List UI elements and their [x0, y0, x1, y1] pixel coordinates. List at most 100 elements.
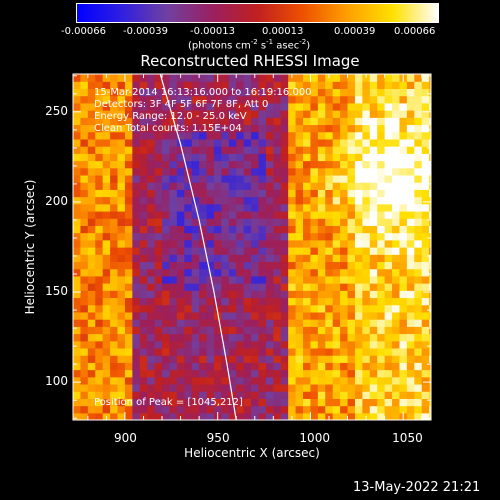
heatmap-cell	[354, 138, 363, 147]
heatmap-cell	[429, 261, 431, 270]
heatmap-cell	[184, 268, 193, 277]
heatmap-cell	[258, 254, 267, 263]
heatmap-cell	[288, 146, 297, 154]
heatmap-cell	[184, 146, 193, 154]
heatmap-cell	[325, 362, 334, 371]
heatmap-cell	[243, 333, 252, 342]
heatmap-cell	[340, 182, 349, 190]
heatmap-cell	[124, 88, 133, 97]
heatmap-cell	[80, 290, 89, 299]
heatmap-cell	[243, 383, 252, 392]
heatmap-cell	[102, 196, 111, 205]
heatmap-cell	[265, 340, 274, 349]
heatmap-cell	[295, 254, 304, 263]
heatmap-cell	[377, 362, 386, 371]
heatmap-cell	[80, 225, 89, 234]
heatmap-cell	[288, 261, 297, 270]
heatmap-cell	[206, 203, 215, 212]
heatmap-cell	[295, 110, 304, 118]
heatmap-cell	[354, 268, 363, 277]
heatmap-cell	[429, 347, 431, 356]
heatmap-cell	[206, 383, 215, 392]
heatmap-cell	[354, 203, 363, 212]
heatmap-cell	[280, 81, 289, 90]
heatmap-cell	[251, 362, 260, 371]
heatmap-cell	[169, 398, 178, 407]
heatmap-cell	[332, 355, 341, 363]
heatmap-cell	[392, 153, 401, 162]
heatmap-cell	[325, 153, 334, 162]
unit-part: (photons cm	[188, 40, 251, 52]
heatmap-cell	[139, 239, 148, 248]
heatmap-cell	[429, 232, 431, 241]
heatmap-cell	[228, 290, 237, 299]
heatmap-cell	[206, 146, 215, 154]
heatmap-cell	[347, 88, 356, 97]
heatmap-cell	[221, 376, 230, 385]
heatmap-cell	[95, 117, 104, 126]
heatmap-cell	[110, 124, 119, 133]
heatmap-cell	[303, 189, 312, 198]
heatmap-cell	[110, 398, 119, 407]
heatmap-cell	[206, 319, 215, 327]
heatmap-cell	[273, 124, 282, 133]
heatmap-cell	[243, 247, 252, 255]
heatmap-cell	[184, 247, 193, 255]
heatmap-cell	[124, 102, 133, 111]
heatmap-cell	[95, 182, 104, 190]
heatmap-cell	[280, 290, 289, 299]
heatmap-cell	[154, 311, 163, 320]
heatmap-cell	[414, 297, 423, 306]
heatmap-cell	[80, 412, 89, 420]
heatmap-cell	[236, 218, 245, 226]
heatmap-cell	[362, 203, 371, 212]
heatmap-cell	[139, 304, 148, 313]
heatmap-cell	[213, 297, 222, 306]
heatmap-cell	[399, 124, 408, 133]
heatmap-cell	[213, 95, 222, 104]
heatmap-cell	[399, 160, 408, 169]
heatmap-cell	[362, 218, 371, 226]
heatmap-cell	[288, 210, 297, 219]
heatmap-cell	[95, 362, 104, 371]
heatmap-cell	[236, 189, 245, 198]
heatmap-cell	[221, 167, 230, 176]
heatmap-cell	[73, 196, 82, 205]
heatmap-cell	[73, 268, 82, 277]
heatmap-cell	[347, 297, 356, 306]
heatmap-cell	[251, 218, 260, 226]
heatmap-cell	[132, 326, 141, 335]
heatmap-cell	[258, 376, 267, 385]
heatmap-cell	[369, 297, 378, 306]
heatmap-cell	[102, 153, 111, 162]
heatmap-cell	[317, 153, 326, 162]
heatmap-cell	[399, 405, 408, 414]
heatmap-cell	[87, 138, 96, 147]
heatmap-cell	[228, 304, 237, 313]
heatmap-cell	[80, 247, 89, 255]
heatmap-cell	[340, 167, 349, 176]
heatmap-cell	[317, 239, 326, 248]
heatmap-cell	[399, 376, 408, 385]
heatmap-cell	[392, 117, 401, 126]
heatmap-cell	[221, 261, 230, 270]
heatmap-cell	[369, 283, 378, 291]
heatmap-cell	[110, 232, 119, 241]
heatmap-cell	[206, 110, 215, 118]
heatmap-cell	[280, 340, 289, 349]
heatmap-cell	[80, 333, 89, 342]
heatmap-cell	[325, 210, 334, 219]
heatmap-cell	[414, 182, 423, 190]
heatmap-cell	[102, 189, 111, 198]
heatmap-cell	[73, 232, 82, 241]
heatmap-cell	[206, 340, 215, 349]
heatmap-cell	[273, 196, 282, 205]
heatmap-cell	[332, 376, 341, 385]
heatmap-cell	[147, 124, 156, 133]
heatmap-cell	[228, 369, 237, 378]
heatmap-cell	[221, 102, 230, 111]
heatmap-cell	[147, 131, 156, 140]
heatmap-cell	[406, 247, 415, 255]
heatmap-cell	[176, 254, 185, 263]
heatmap-cell	[399, 254, 408, 263]
